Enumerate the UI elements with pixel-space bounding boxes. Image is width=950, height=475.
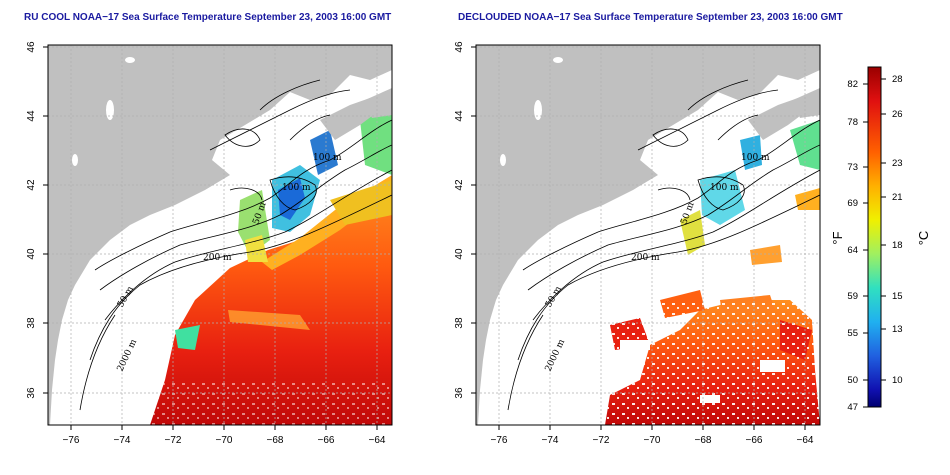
right-y-tick-label: 36 [454,387,465,399]
right-x-tick-label: −70 [644,435,661,446]
colorbar-f-tick: 78 [847,117,858,128]
colorbar-c-tick: 26 [892,109,903,120]
right-bathymetry-contours [507,79,820,411]
right-y-tick-label: 46 [454,41,465,53]
colorbar-f-tick: 82 [847,79,858,90]
right-x-tick-label: −74 [542,435,559,446]
left-x-tick-label: −76 [63,435,80,446]
right-x-tick-label: −76 [491,435,508,446]
left-contour-label-100m-a: 100 m [313,153,342,163]
colorbar-fahrenheit-label: °F [830,231,845,244]
left-bathymetry-contours [79,79,392,411]
left-y-tick-label: 40 [26,248,37,260]
right-x-tick-label: −72 [593,435,610,446]
left-y-axis: 46 44 42 40 38 36 [26,41,48,399]
left-y-tick-label: 46 [26,41,37,53]
colorbar-f-tick: 47 [847,402,858,413]
colorbar-f-tick: 73 [847,162,858,173]
right-x-tick-label: −66 [746,435,763,446]
left-x-tick-label: −70 [216,435,233,446]
colorbar-c-tick: 28 [892,74,903,85]
right-grid [476,45,820,425]
colorbar-celsius-label: °C [916,231,931,246]
right-panel-title: DECLOUDED NOAA−17 Sea Surface Temperatur… [458,12,843,23]
temperature-colorbar: 82 78 73 69 64 59 55 50 47 28 26 23 21 1… [830,66,931,413]
right-y-tick-label: 42 [454,179,465,191]
left-y-tick-label: 38 [26,317,37,329]
right-x-tick-label: −68 [695,435,712,446]
right-contour-label-200m: 200 m [631,253,660,263]
right-y-tick-label: 40 [454,248,465,260]
left-y-tick-label: 36 [26,387,37,399]
colorbar-c-tick: 10 [892,375,903,386]
left-y-tick-label: 42 [26,179,37,191]
colorbar-f-tick: 64 [847,245,858,256]
right-land-mass [476,45,820,425]
left-sst-field [150,110,392,425]
right-sst-field [605,120,820,425]
left-x-axis: −76 −74 −72 −70 −68 −66 −64 [63,425,386,446]
right-x-tick-label: −64 [797,435,814,446]
left-x-tick-label: −72 [165,435,182,446]
colorbar-c-tick: 23 [892,158,903,169]
colorbar-f-tick: 59 [847,291,858,302]
right-contour-label-100m-b: 100 m [710,183,739,193]
left-x-tick-label: −74 [114,435,131,446]
left-x-tick-label: −66 [318,435,335,446]
left-map-panel: 100 m 100 m 50 m 200 m 50 m 2000 m −76 −… [26,41,393,446]
colorbar-gradient [867,66,882,408]
left-x-tick-label: −64 [369,435,386,446]
colorbar-c-tick: 13 [892,324,903,335]
colorbar-f-tick: 69 [847,198,858,209]
colorbar-c-tick: 18 [892,240,903,251]
right-y-tick-label: 38 [454,317,465,329]
left-panel-title: RU COOL NOAA−17 Sea Surface Temperature … [24,12,392,23]
right-contour-label-100m-a: 100 m [741,153,770,163]
right-x-axis: −76 −74 −72 −70 −68 −66 −64 [491,425,814,446]
colorbar-f-tick: 55 [847,328,858,339]
left-land-mass [48,45,392,425]
left-y-tick-label: 44 [26,110,37,122]
colorbar-c-tick: 15 [892,291,903,302]
left-grid [48,45,392,425]
right-y-tick-label: 44 [454,110,465,122]
colorbar-c-tick: 21 [892,192,903,203]
left-x-tick-label: −68 [267,435,284,446]
left-contour-label-100m-b: 100 m [282,183,311,193]
left-contour-label-200m: 200 m [203,253,232,263]
colorbar-f-tick: 50 [847,375,858,386]
right-y-axis: 46 44 42 40 38 36 [454,41,476,399]
right-map-panel: 100 m 100 m 50 m 200 m 50 m 2000 m −76 −… [454,41,821,446]
